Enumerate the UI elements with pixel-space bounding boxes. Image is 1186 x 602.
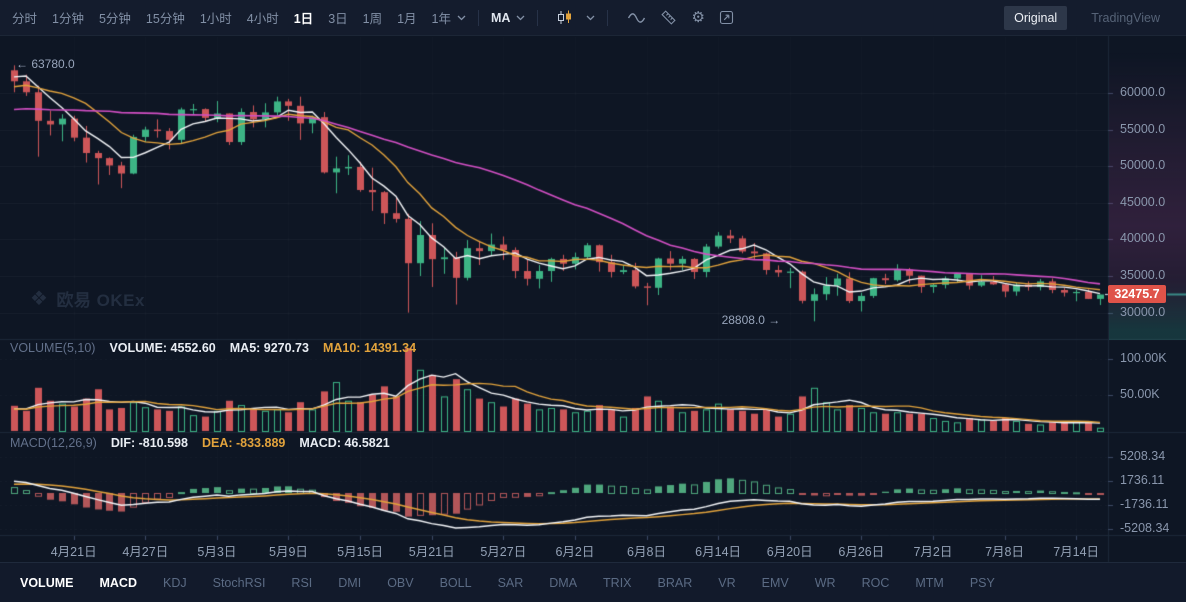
low-price-annotation: 28808.0 → (721, 313, 781, 328)
toolbar-divider (537, 9, 539, 26)
interval-分时[interactable]: 分时 (12, 12, 38, 26)
okex-watermark: ❖ 欧易 OKEx (30, 286, 145, 311)
tab-boll[interactable]: BOLL (439, 575, 472, 590)
chart-mode-tradingview[interactable]: TradingView (1091, 10, 1160, 25)
interval-selector: 分时 1分钟 5分钟 15分钟 1小时 4小时 1日 3日 1周 1月 1年 (12, 8, 451, 27)
tab-brar[interactable]: BRAR (657, 575, 693, 590)
tab-vr[interactable]: VR (718, 575, 736, 590)
toolbar-divider (478, 9, 479, 26)
interval-15分钟[interactable]: 15分钟 (145, 12, 185, 26)
tab-rsi[interactable]: RSI (291, 575, 313, 590)
toolbar-divider (607, 9, 609, 26)
chart-mode-switch: Original TradingView (1004, 5, 1174, 30)
last-price-badge: 32475.7 (1108, 285, 1166, 304)
volume-pane-header: VOLUME(5,10) VOLUME: 4552.60 MA5: 9270.7… (10, 341, 416, 355)
ma-dropdown-label: MA (491, 10, 511, 25)
interval-3日[interactable]: 3日 (328, 12, 348, 26)
tab-dma[interactable]: DMA (549, 575, 578, 590)
indicator-tab-bar: VOLUME MACD KDJ StochRSI RSI DMI OBV BOLL SAR DMA… (0, 562, 1186, 602)
macd-pane-header: MACD(12,26,9) DIF: -810.598 DEA: -833.88… (10, 436, 390, 450)
expand-icon[interactable] (719, 10, 734, 25)
interval-4小时[interactable]: 4小时 (246, 12, 279, 26)
interval-1月[interactable]: 1月 (397, 12, 417, 26)
tab-mtm[interactable]: MTM (915, 575, 944, 590)
interval-1年[interactable]: 1年 (431, 12, 451, 26)
tab-wr[interactable]: WR (814, 575, 836, 590)
tab-psy[interactable]: PSY (969, 575, 995, 590)
volume-ma10-value: MA10: 14391.34 (322, 341, 417, 355)
interval-1小时[interactable]: 1小时 (199, 12, 232, 26)
interval-5分钟[interactable]: 5分钟 (98, 12, 131, 26)
tab-volume[interactable]: VOLUME (20, 575, 74, 590)
tab-kdj[interactable]: KDJ (162, 575, 187, 590)
curve-line-icon[interactable] (627, 12, 646, 24)
macd-macd-value: MACD: 46.5821 (299, 436, 390, 450)
interval-1周[interactable]: 1周 (362, 12, 383, 26)
chevron-down-icon[interactable] (457, 15, 466, 21)
candle-style-icon (557, 10, 573, 25)
macd-dea-value: DEA: -833.889 (201, 436, 286, 450)
okex-logo-icon: ❖ (30, 287, 49, 310)
volume-current-value: VOLUME: 4552.60 (109, 341, 216, 355)
interval-1分钟[interactable]: 1分钟 (52, 12, 84, 26)
tab-dmi[interactable]: DMI (338, 575, 362, 590)
tab-macd[interactable]: MACD (99, 575, 137, 590)
toolbar: 分时 1分钟 5分钟 15分钟 1小时 4小时 1日 3日 1周 1月 1年 MA (0, 0, 1186, 36)
chart-mode-original[interactable]: Original (1004, 5, 1068, 30)
tab-obv[interactable]: OBV (387, 575, 414, 590)
macd-indicator-title[interactable]: MACD(12,26,9) (10, 436, 97, 450)
tab-emv[interactable]: EMV (761, 575, 789, 590)
ma-dropdown[interactable]: MA (491, 11, 525, 25)
tab-roc[interactable]: ROC (861, 575, 890, 590)
ruler-icon[interactable] (660, 9, 677, 26)
macd-dif-value: DIF: -810.598 (110, 436, 188, 450)
volume-indicator-title[interactable]: VOLUME(5,10) (10, 341, 96, 355)
gear-icon[interactable]: ⚙ (691, 9, 705, 26)
candle-chevron-icon (586, 15, 595, 21)
tab-stochrsi[interactable]: StochRSI (212, 575, 266, 590)
interval-1日[interactable]: 1日 (293, 12, 314, 26)
indicator-tabs: VOLUME MACD KDJ StochRSI RSI DMI OBV BOLL SAR DMA… (20, 576, 995, 590)
candle-style-dropdown[interactable] (550, 10, 595, 25)
ma-chevron-icon (516, 15, 525, 21)
high-price-annotation: ← 63780.0 (16, 57, 75, 72)
volume-ma5-value: MA5: 9270.73 (229, 341, 309, 355)
okex-watermark-text: 欧易 OKEx (56, 291, 145, 310)
tab-sar[interactable]: SAR (497, 575, 524, 590)
tab-trix[interactable]: TRIX (603, 575, 632, 590)
